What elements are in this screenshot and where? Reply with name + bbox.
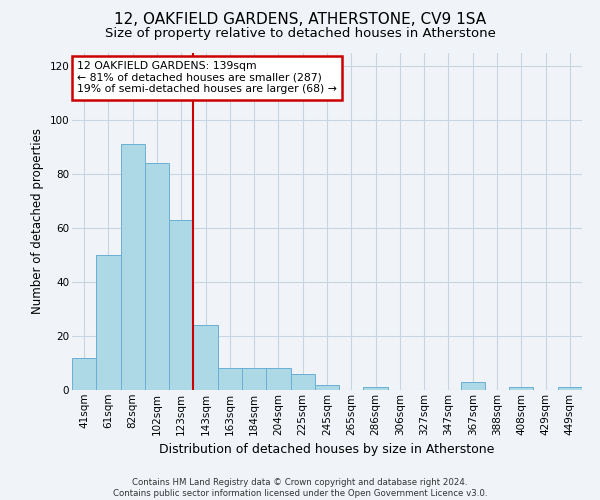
Bar bbox=[315, 384, 339, 390]
Bar bbox=[290, 374, 315, 390]
Bar bbox=[96, 255, 121, 390]
X-axis label: Distribution of detached houses by size in Atherstone: Distribution of detached houses by size … bbox=[160, 443, 494, 456]
Bar bbox=[242, 368, 266, 390]
Bar bbox=[218, 368, 242, 390]
Text: Contains HM Land Registry data © Crown copyright and database right 2024.
Contai: Contains HM Land Registry data © Crown c… bbox=[113, 478, 487, 498]
Bar bbox=[266, 368, 290, 390]
Text: Size of property relative to detached houses in Atherstone: Size of property relative to detached ho… bbox=[104, 28, 496, 40]
Bar bbox=[509, 388, 533, 390]
Bar bbox=[72, 358, 96, 390]
Bar bbox=[558, 388, 582, 390]
Bar bbox=[169, 220, 193, 390]
Text: 12, OAKFIELD GARDENS, ATHERSTONE, CV9 1SA: 12, OAKFIELD GARDENS, ATHERSTONE, CV9 1S… bbox=[114, 12, 486, 28]
Bar bbox=[121, 144, 145, 390]
Bar bbox=[145, 163, 169, 390]
Bar bbox=[364, 388, 388, 390]
Y-axis label: Number of detached properties: Number of detached properties bbox=[31, 128, 44, 314]
Bar bbox=[461, 382, 485, 390]
Bar bbox=[193, 325, 218, 390]
Text: 12 OAKFIELD GARDENS: 139sqm
← 81% of detached houses are smaller (287)
19% of se: 12 OAKFIELD GARDENS: 139sqm ← 81% of det… bbox=[77, 61, 337, 94]
